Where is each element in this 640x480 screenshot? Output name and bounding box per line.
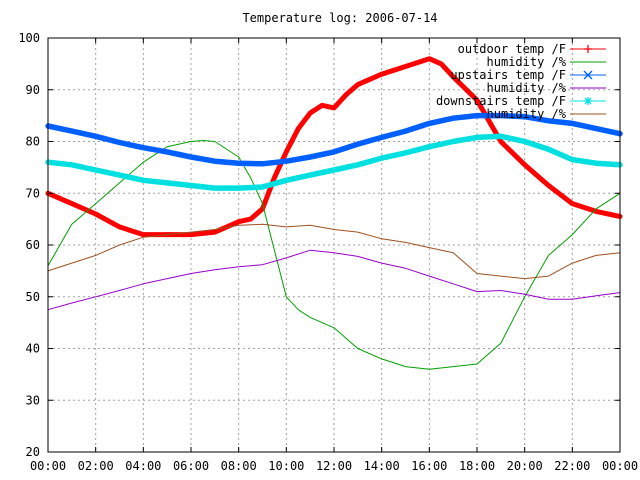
legend-label: outdoor temp /F xyxy=(458,42,566,56)
legend-label: upstairs temp /F xyxy=(450,68,566,82)
legend-entry: humidity /% xyxy=(487,55,606,69)
y-tick-label: 20 xyxy=(26,445,40,459)
x-tick-label: 12:00 xyxy=(316,459,352,473)
legend-label: humidity /% xyxy=(487,81,567,95)
y-tick-label: 50 xyxy=(26,290,40,304)
y-tick-label: 80 xyxy=(26,135,40,149)
x-tick-label: 00:00 xyxy=(602,459,638,473)
legend-entry: humidity /% xyxy=(487,81,606,95)
legend-label: humidity /% xyxy=(487,107,567,121)
x-tick-label: 14:00 xyxy=(364,459,400,473)
x-tick-label: 08:00 xyxy=(221,459,257,473)
x-tick-label: 16:00 xyxy=(411,459,447,473)
x-tick-label: 06:00 xyxy=(173,459,209,473)
y-tick-label: 30 xyxy=(26,393,40,407)
plot-series xyxy=(45,56,623,370)
series-line-4 xyxy=(47,249,621,311)
series-line-6 xyxy=(47,223,621,280)
chart-title: Temperature log: 2006-07-14 xyxy=(242,11,437,25)
y-tick-label: 40 xyxy=(26,342,40,356)
y-tick-label: 60 xyxy=(26,238,40,252)
legend-marker xyxy=(584,97,592,105)
x-tick-label: 02:00 xyxy=(78,459,114,473)
legend-entry: upstairs temp /F xyxy=(450,68,606,82)
x-tick-label: 18:00 xyxy=(459,459,495,473)
series-line-5 xyxy=(45,133,623,191)
series-line-3 xyxy=(45,112,623,167)
y-tick-label: 100 xyxy=(18,31,40,45)
legend-entry: humidity /% xyxy=(487,107,606,121)
legend-entry: outdoor temp /F xyxy=(458,42,606,56)
legend-label: humidity /% xyxy=(487,55,567,69)
y-tick-label: 70 xyxy=(26,186,40,200)
legend-entry: downstairs temp /F xyxy=(436,94,606,108)
legend-label: downstairs temp /F xyxy=(436,94,566,108)
x-tick-label: 22:00 xyxy=(554,459,590,473)
x-tick-label: 04:00 xyxy=(125,459,161,473)
y-tick-label: 90 xyxy=(26,83,40,97)
x-tick-label: 10:00 xyxy=(268,459,304,473)
legend-marker xyxy=(583,70,593,80)
axes: 00:00 02:00 04:00 06:00 08:00 10:00 12:00 14:00… xyxy=(18,31,638,473)
x-tick-label: 20:00 xyxy=(507,459,543,473)
x-tick-label: 00:00 xyxy=(30,459,66,473)
